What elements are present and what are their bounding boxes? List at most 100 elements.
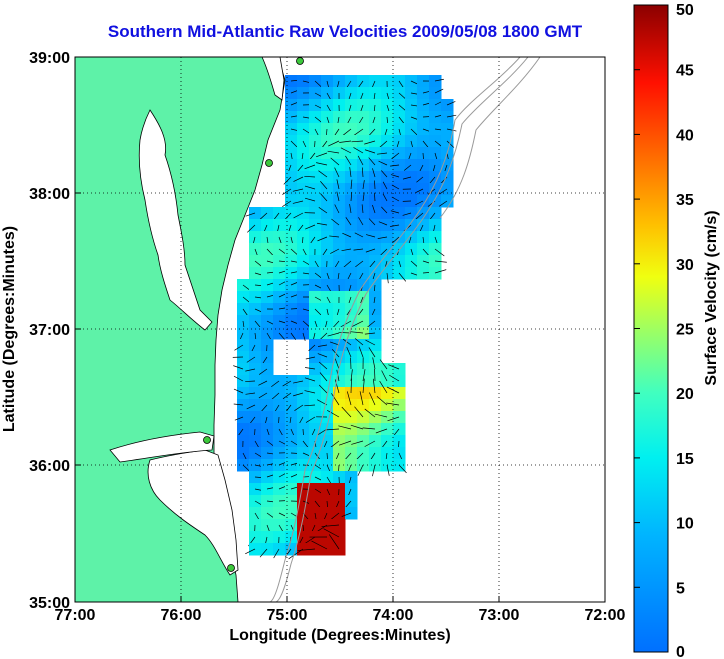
velocity-cell [345,387,358,400]
velocity-arrow [304,175,316,178]
velocity-cell [285,195,298,208]
velocity-arrow [369,392,376,406]
velocity-arrow [368,218,376,226]
velocity-cell [345,207,358,220]
velocity-arrow [353,147,364,154]
velocity-cell [309,219,322,232]
velocity-cell [357,399,370,412]
velocity-cell [285,183,298,196]
velocity-cell [357,375,370,388]
velocity-arrow [355,260,364,268]
velocity-arrow [376,395,388,406]
colorbar-ticks: 0 5 10 15 20 25 30 35 40 45 50 [634,2,694,659]
velocity-cell [417,171,430,184]
velocity-cell [381,411,394,424]
velocity-cell [357,219,370,232]
velocity-cell [381,195,394,208]
velocity-cell [345,159,358,172]
velocity-arrow [271,380,280,388]
colorbar-tick-label: 25 [676,322,694,339]
velocity-cell [393,363,406,376]
velocity-arrow [362,180,365,190]
velocity-arrow [362,378,365,394]
y-tick-label: 37:00 [29,322,70,339]
velocity-cell [405,207,418,220]
velocity-arrow [389,374,400,382]
velocity-cell [393,399,406,412]
velocity-arrow [342,232,352,238]
velocity-cell [357,411,370,424]
velocity-cell [249,351,262,364]
velocity-arrow [378,160,388,166]
velocity-cell [345,195,358,208]
velocity-arrow [282,200,292,207]
velocity-cell [357,387,370,400]
velocity-cell [333,375,346,388]
velocity-cell [333,411,346,424]
velocity-cell [357,231,370,244]
velocity-arrow [341,248,352,252]
velocity-cell [321,171,334,184]
velocity-cell [381,171,394,184]
velocity-cell [309,339,322,352]
velocity-arrow [334,379,340,394]
velocity-arrow [342,338,352,346]
x-tick-label: 73:00 [479,607,520,624]
velocity-cell [369,435,382,448]
velocity-cell [393,375,406,388]
velocity-cell [393,207,406,220]
velocity-cell [249,219,262,232]
velocity-cell [261,375,274,388]
velocity-cell [369,231,382,244]
velocity-arrow [318,361,328,370]
velocity-arrow [245,548,256,555]
velocity-arrow [381,370,388,382]
velocity-cell [357,123,370,136]
velocity-cell [333,519,346,532]
velocity-cell [357,183,370,196]
velocity-cell [369,183,382,196]
velocity-cell [369,399,382,412]
velocity-arrow [302,320,310,327]
velocity-arrow [391,236,400,244]
velocity-cell [297,183,310,196]
velocity-arrow [233,388,244,394]
velocity-arrow [340,320,352,328]
velocity-cell [381,159,394,172]
velocity-arrow [358,346,364,358]
velocity-cell [357,195,370,208]
velocity-cell [345,183,358,196]
velocity-cell [429,207,442,220]
velocity-cell [381,219,394,232]
velocity-arrow [368,157,376,166]
velocity-arrow [273,548,280,559]
velocity-cell [297,207,310,220]
velocity-cell [417,183,430,196]
velocity-cell [345,147,358,160]
tick-marks [74,56,606,603]
colorbar-tick-label: 30 [676,257,694,274]
colorbar-tick-label: 10 [676,516,694,533]
velocity-arrow [343,260,352,268]
velocity-cell [309,195,322,208]
velocity-cell [333,339,346,352]
velocity-cell [381,387,394,400]
velocity-cell [333,507,346,520]
velocity-arrow [372,464,376,477]
velocity-cell [333,207,346,220]
velocity-arrow [294,404,304,411]
velocity-cell [345,399,358,412]
velocity-arrow [336,191,340,202]
velocity-cell [441,195,454,208]
velocity-cell [333,399,346,412]
velocity-arrow [415,212,424,220]
velocity-arrow [339,440,352,446]
velocity-arrow [242,464,250,472]
velocity-arrow [266,440,275,447]
velocity-cell [321,375,334,388]
velocity-cell [249,387,262,400]
delaware-bay [261,57,285,101]
velocity-arrow [350,179,353,190]
velocity-arrow [334,204,340,214]
